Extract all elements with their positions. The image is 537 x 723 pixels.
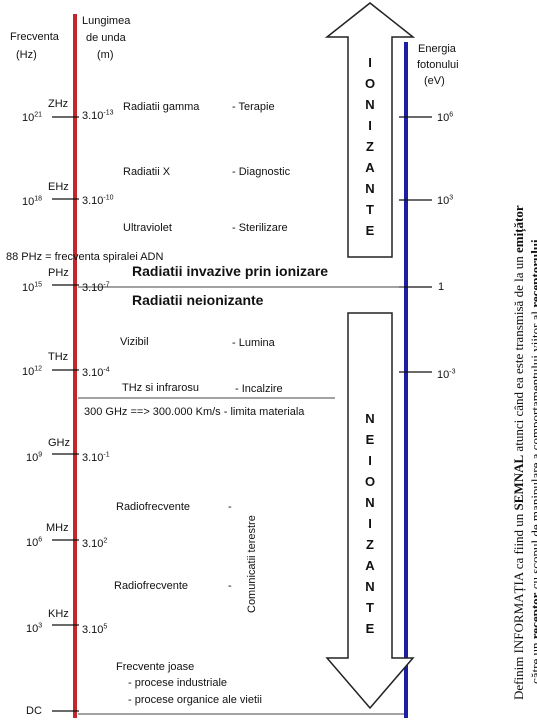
freq-tick-label: 1018: [22, 195, 43, 208]
freq-unit-label: EHz: [48, 181, 69, 193]
band-thz: THz si infrarosu: [122, 382, 200, 394]
non-ionizing-radiation-label: Radiatii neionizante: [132, 292, 264, 308]
band-gamma-use: - Terapie: [232, 101, 275, 113]
energy-unit: (eV): [424, 75, 445, 87]
energy-tick-label: 103: [437, 194, 454, 207]
freq-unit-label: KHz: [48, 608, 69, 620]
low-frequency-use-2: - procese organice ale vietii: [128, 694, 262, 706]
freq-tick-label: 109: [26, 451, 43, 464]
freq-tick-label: 1021: [22, 111, 43, 124]
energy-tick-label: 106: [437, 111, 454, 124]
frequency-tick-marks: [52, 116, 79, 712]
caption-line-2: către un receptor cu scopul de manipular…: [528, 236, 537, 684]
energy-header-2: fotonului: [417, 59, 459, 71]
wavelength-unit: (m): [97, 49, 114, 61]
material-limit-label: 300 GHz ==> 300.000 Km/s - limita materi…: [84, 406, 305, 418]
wavelength-tick-label: 3.102: [82, 537, 108, 550]
freq-unit-label: MHz: [46, 522, 69, 534]
energy-tick-label: 10-3: [437, 368, 456, 381]
band-visible: Vizibil: [120, 336, 149, 348]
energy-tick-label: 1: [438, 281, 445, 293]
ionizing-up-arrow: [324, 2, 416, 258]
wavelength-header: Lungimea: [82, 15, 131, 27]
band-visible-use: - Lumina: [232, 337, 275, 349]
energy-axis: [404, 42, 408, 718]
band-uv: Ultraviolet: [123, 222, 172, 234]
non-ionizing-down-arrow: [325, 312, 415, 710]
wavelength-tick-label: 3.10-1: [82, 451, 110, 464]
freq-unit-label: PHz: [48, 267, 69, 279]
energy-header: Energia: [418, 43, 456, 55]
freq-tick-label: 106: [26, 536, 43, 549]
band-radio-dash-1: -: [228, 501, 232, 513]
wavelength-tick-label: 3.105: [82, 623, 108, 636]
band-uv-use: - Sterilizare: [232, 222, 288, 234]
freq-tick-label-dc: DC: [26, 705, 42, 717]
low-frequency-use-1: - procese industriale: [128, 677, 228, 689]
wavelength-tick-label: 3.10-4: [82, 366, 110, 379]
band-xray-use: - Diagnostic: [232, 166, 291, 178]
frequency-axis: [73, 14, 77, 718]
freq-unit-label: THz: [48, 351, 69, 363]
freq-unit-label: GHz: [48, 437, 70, 449]
wavelength-tick-label: 3.10-7: [82, 281, 110, 294]
frequency-unit: (Hz): [16, 49, 37, 61]
band-radio-1: Radiofrecvente: [116, 501, 190, 513]
frequency-header: Frecventa: [10, 31, 59, 43]
freq-tick-label: 1015: [22, 281, 43, 294]
band-radio-2: Radiofrecvente: [114, 580, 188, 592]
information-definition-caption: Definim INFORMAȚIA ca fiind un SEMNAL at…: [510, 12, 537, 712]
band-radio-dash-2: -: [228, 580, 232, 592]
terrestrial-communications-label: Comunicatii terestre: [246, 515, 258, 613]
band-thz-use: - Incalzire: [235, 383, 283, 395]
band-gamma: Radiatii gamma: [123, 101, 200, 113]
wavelength-tick-label: 3.10-13: [82, 109, 114, 122]
caption-line-1: Definim INFORMAȚIA ca fiind un SEMNAL at…: [511, 205, 526, 700]
band-xray: Radiatii X: [123, 166, 171, 178]
wavelength-tick-label: 3.10-10: [82, 194, 114, 207]
invasive-radiation-label: Radiatii invazive prin ionizare: [132, 263, 329, 279]
freq-unit-label: ZHz: [48, 98, 69, 110]
band-low-frequency: Frecvente joase: [116, 661, 195, 673]
wavelength-header-2: de unda: [86, 32, 126, 44]
freq-tick-label: 1012: [22, 365, 43, 378]
energy-tick-marks: [399, 116, 432, 373]
dna-frequency-note: 88 PHz = frecventa spiralei ADN: [6, 251, 164, 263]
freq-tick-label: 103: [26, 622, 43, 635]
